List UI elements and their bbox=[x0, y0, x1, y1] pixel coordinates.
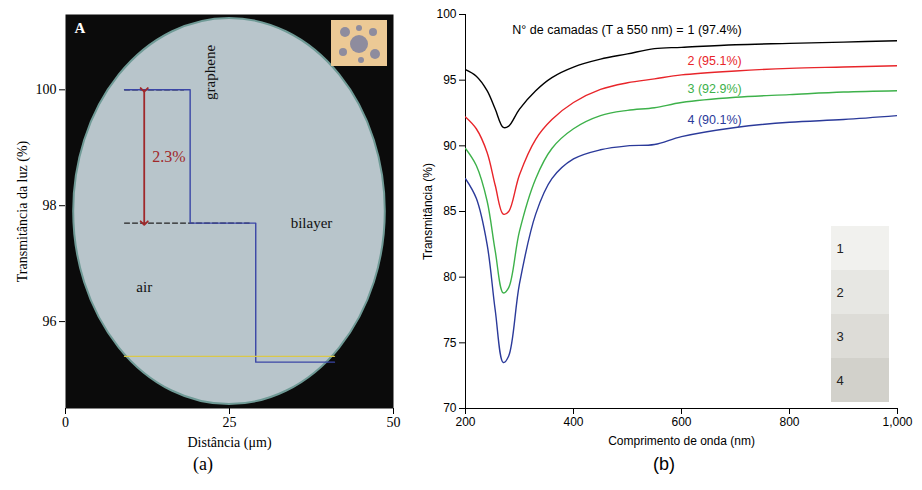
svg-text:0: 0 bbox=[62, 415, 69, 430]
svg-text:graphene: graphene bbox=[202, 45, 218, 100]
svg-text:1 (97.4%): 1 (97.4%) bbox=[688, 23, 742, 37]
svg-text:100: 100 bbox=[436, 7, 456, 21]
svg-text:3 (92.9%): 3 (92.9%) bbox=[688, 82, 742, 96]
svg-text:2: 2 bbox=[836, 285, 843, 300]
svg-text:1,000: 1,000 bbox=[882, 415, 912, 429]
svg-text:70: 70 bbox=[443, 401, 457, 415]
svg-text:2.3%: 2.3% bbox=[152, 148, 185, 165]
svg-text:80: 80 bbox=[443, 270, 457, 284]
svg-text:3: 3 bbox=[836, 329, 843, 344]
svg-text:100: 100 bbox=[36, 82, 57, 97]
svg-text:2 (95.1%): 2 (95.1%) bbox=[688, 54, 742, 68]
svg-text:Transmitância (%): Transmitância (%) bbox=[421, 163, 435, 260]
svg-text:96: 96 bbox=[43, 314, 57, 329]
html-text:(a): (a) bbox=[193, 454, 213, 474]
svg-text:85: 85 bbox=[443, 204, 457, 218]
svg-text:Transmitância da luz (%): Transmitância da luz (%) bbox=[15, 140, 31, 282]
svg-text:A: A bbox=[75, 20, 86, 36]
svg-text:Distância (μm): Distância (μm) bbox=[187, 435, 271, 451]
svg-text:90: 90 bbox=[443, 139, 457, 153]
html-text:(b): (b) bbox=[653, 454, 675, 474]
svg-text:25: 25 bbox=[223, 415, 237, 430]
svg-text:200: 200 bbox=[455, 415, 475, 429]
svg-text:Comprimento de onda (nm): Comprimento de onda (nm) bbox=[608, 434, 755, 448]
svg-text:95: 95 bbox=[443, 73, 457, 87]
svg-text:400: 400 bbox=[563, 415, 583, 429]
svg-text:air: air bbox=[136, 279, 152, 295]
svg-text:98: 98 bbox=[43, 198, 57, 213]
svg-text:bilayer: bilayer bbox=[291, 215, 333, 231]
svg-text:75: 75 bbox=[443, 336, 457, 350]
svg-text:50: 50 bbox=[387, 415, 401, 430]
svg-text:4 (90.1%): 4 (90.1%) bbox=[688, 113, 742, 127]
svg-text:800: 800 bbox=[779, 415, 799, 429]
svg-text:4: 4 bbox=[836, 373, 843, 388]
svg-text:N° de camadas (T a 550 nm) =: N° de camadas (T a 550 nm) = bbox=[512, 23, 683, 37]
svg-text:1: 1 bbox=[836, 241, 843, 256]
svg-text:600: 600 bbox=[671, 415, 691, 429]
